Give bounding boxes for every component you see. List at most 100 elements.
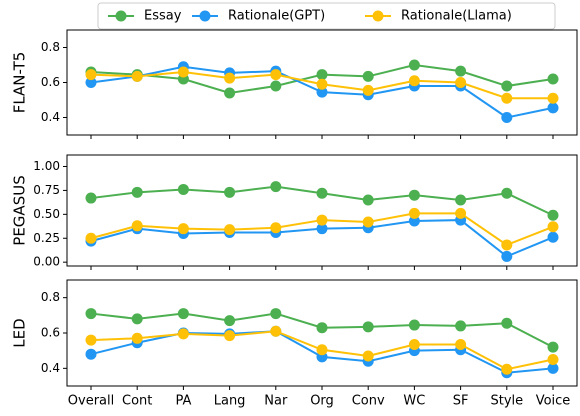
point	[131, 313, 143, 325]
point	[316, 322, 328, 334]
point	[224, 186, 236, 198]
point	[270, 325, 282, 337]
point	[316, 187, 328, 199]
x-tick-label: Lang	[214, 394, 246, 409]
point	[501, 187, 513, 199]
y-tick-label: 1.00	[33, 159, 60, 173]
point	[501, 112, 513, 123]
point	[224, 224, 236, 236]
x-tick-label: Nar	[264, 394, 288, 409]
y-axis-label: PEGASUS	[11, 175, 29, 245]
point	[408, 59, 420, 71]
point	[177, 223, 189, 235]
point	[362, 216, 374, 228]
legend-marker	[372, 10, 384, 22]
point	[547, 341, 559, 353]
x-tick-label: PA	[175, 394, 191, 409]
y-tick-label: 0.4	[41, 110, 60, 124]
point	[224, 315, 236, 327]
point	[455, 320, 467, 332]
point	[408, 338, 420, 350]
point	[224, 72, 236, 84]
point	[455, 194, 467, 206]
point	[316, 69, 328, 81]
point	[362, 194, 374, 206]
point	[501, 250, 513, 262]
point	[177, 183, 189, 195]
point	[408, 215, 420, 227]
x-tick-label: Style	[490, 394, 523, 409]
x-tick-label: Voice	[536, 394, 571, 409]
point	[316, 78, 328, 90]
y-axis-label: LED	[11, 318, 29, 347]
point	[547, 73, 559, 85]
legend-marker	[199, 10, 211, 22]
point	[455, 65, 467, 77]
point	[362, 70, 374, 82]
point	[547, 221, 559, 233]
x-tick-label: Org	[310, 394, 334, 409]
y-tick-label: 0.00	[33, 255, 60, 269]
point	[85, 308, 97, 320]
point	[270, 222, 282, 234]
point	[547, 354, 559, 365]
point	[316, 214, 328, 226]
point	[131, 70, 143, 82]
point	[455, 207, 467, 219]
point	[547, 92, 559, 104]
point	[131, 332, 143, 344]
point	[316, 223, 328, 235]
point	[177, 308, 189, 320]
point	[85, 77, 97, 88]
y-tick-label: 0.6	[41, 326, 60, 340]
point	[270, 80, 282, 92]
point	[408, 319, 420, 331]
point	[547, 362, 559, 374]
point	[547, 209, 559, 221]
plot-area	[66, 154, 578, 267]
point	[501, 80, 513, 92]
point	[270, 308, 282, 320]
x-tick-label: Cont	[122, 394, 152, 409]
point	[85, 69, 97, 81]
x-tick-label: SF	[453, 394, 469, 409]
point	[547, 231, 559, 243]
point	[501, 363, 513, 375]
y-tick-label: 0.25	[33, 231, 60, 245]
point	[316, 86, 328, 98]
legend-label: Essay	[144, 9, 182, 24]
point	[270, 181, 282, 193]
point	[224, 330, 236, 342]
point	[501, 317, 513, 329]
y-tick-label: 0.6	[41, 75, 60, 89]
point	[85, 192, 97, 204]
y-axis-label: FLAN-T5	[11, 52, 29, 114]
legend-label: Rationale(Llama)	[401, 9, 512, 24]
point	[501, 239, 513, 251]
y-tick-label: 0.75	[33, 183, 60, 197]
point	[270, 69, 282, 81]
y-tick-label: 0.8	[41, 290, 60, 304]
point	[455, 338, 467, 350]
x-tick-label: WC	[403, 394, 425, 409]
legend-label: Rationale(GPT)	[228, 9, 325, 24]
y-tick-label: 0.8	[41, 40, 60, 54]
point	[177, 328, 189, 340]
x-tick-label: Conv	[352, 394, 385, 409]
point	[362, 84, 374, 96]
point	[501, 92, 513, 104]
point	[177, 66, 189, 78]
point	[362, 321, 374, 333]
point	[224, 87, 236, 99]
point	[408, 75, 420, 87]
point	[455, 77, 467, 88]
point	[85, 232, 97, 244]
point	[408, 189, 420, 201]
point	[131, 220, 143, 232]
legend-box	[97, 2, 556, 30]
point	[547, 102, 559, 114]
point	[362, 350, 374, 362]
point	[85, 334, 97, 346]
point	[85, 348, 97, 360]
